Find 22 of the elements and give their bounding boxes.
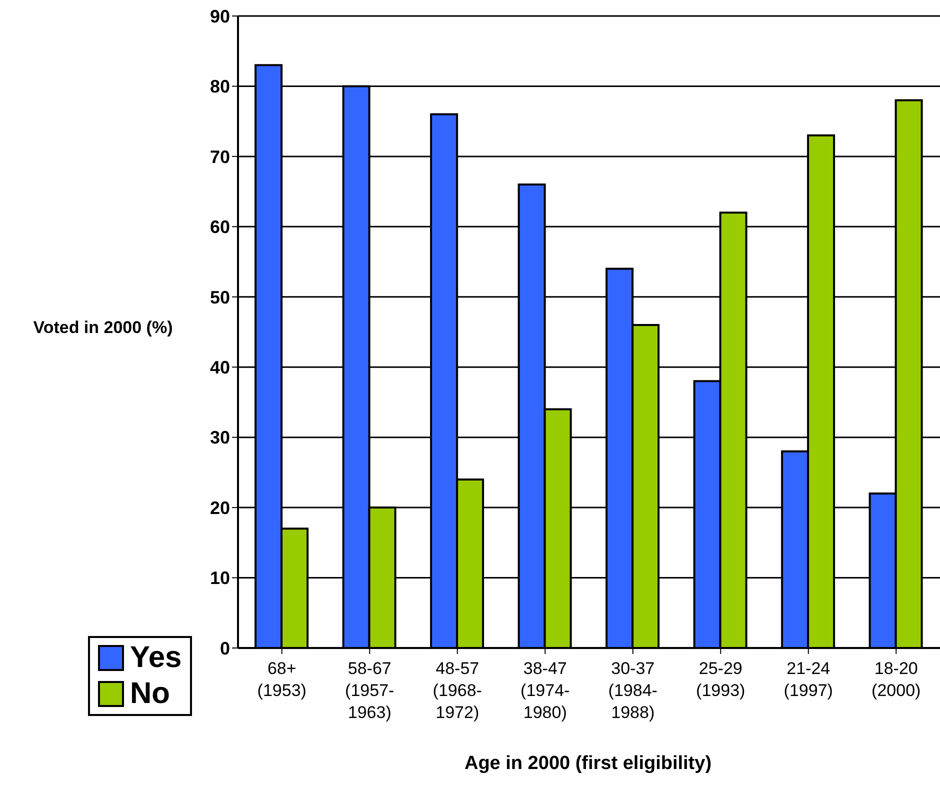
y-tick-label: 90 <box>210 6 230 26</box>
x-tick-label: 30-37 (1984-1988) <box>608 659 658 722</box>
y-tick-label: 30 <box>210 428 230 448</box>
legend-label: Yes <box>130 640 182 676</box>
y-tick-label: 40 <box>210 358 230 378</box>
x-tick-label: 18-20 (2000) <box>872 659 921 700</box>
y-tick-label: 80 <box>210 76 230 97</box>
x-tick-label: 58-67 (1957-1963) <box>345 659 394 722</box>
y-tick-label: 70 <box>210 146 230 167</box>
y-tick-label: 60 <box>210 217 230 238</box>
y-tick-label: 50 <box>210 287 230 308</box>
x-tick-label: 48-57 (1968-1972) <box>432 659 482 722</box>
x-axis-title: Age in 2000 (first eligibility) <box>463 753 713 775</box>
y-tick-label: 20 <box>210 498 230 518</box>
y-tick-label: 10 <box>210 568 230 588</box>
x-tick-label: 68+ (1953) <box>257 659 306 700</box>
x-tick-label: 21-24 (1997) <box>784 659 833 700</box>
x-tick-label: 25-29 (1993) <box>696 659 746 700</box>
y-axis-title: Voted in 2000 (%) <box>32 318 174 338</box>
legend-label: No <box>130 676 170 712</box>
x-tick-label: 38-47 (1974-1980) <box>520 659 570 722</box>
y-tick-label: 0 <box>220 638 230 658</box>
